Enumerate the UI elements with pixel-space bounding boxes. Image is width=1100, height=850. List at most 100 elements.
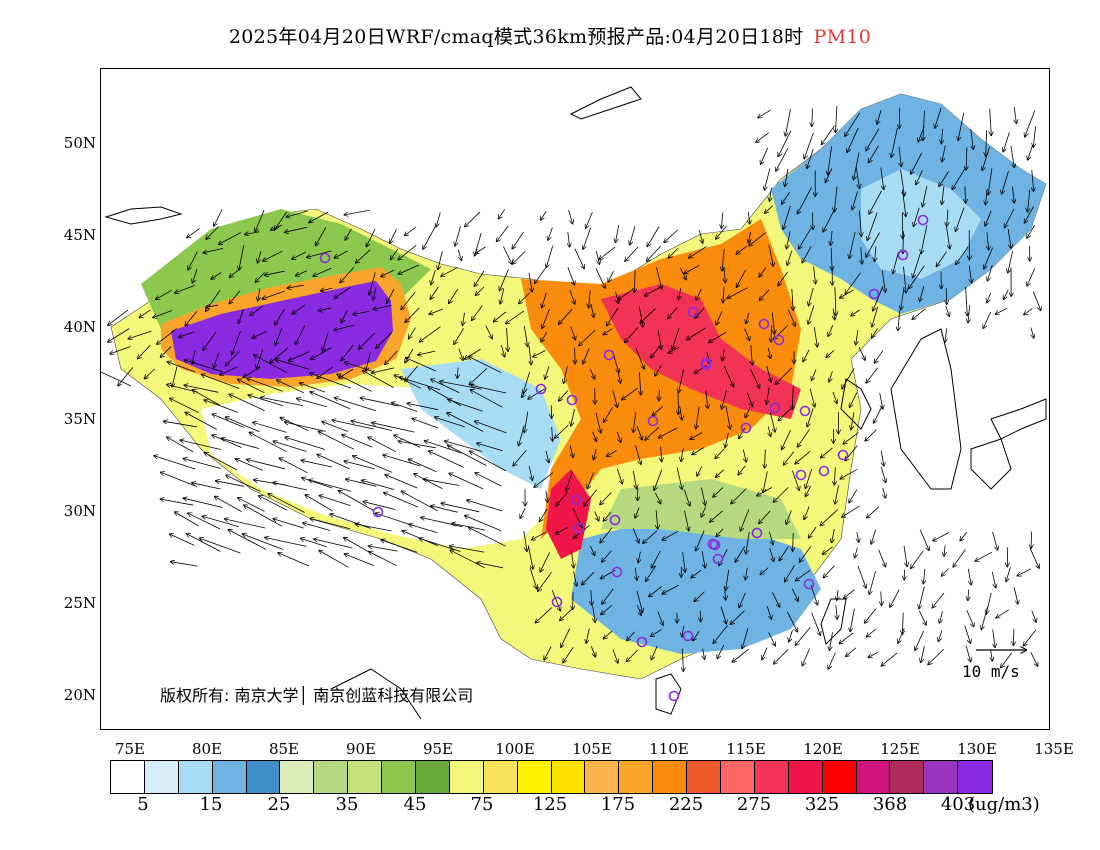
city-marker xyxy=(573,522,585,534)
wind-arrow xyxy=(757,487,773,495)
wind-arrow xyxy=(662,530,678,540)
city-marker xyxy=(917,214,929,226)
wind-arrow xyxy=(831,247,832,270)
wind-arrow xyxy=(556,491,568,506)
wind-arrow xyxy=(792,386,793,410)
wind-arrow xyxy=(532,531,548,540)
wind-arrow xyxy=(465,211,481,227)
wind-arrow xyxy=(500,288,505,304)
wind-arrow xyxy=(412,419,439,429)
wind-arrow xyxy=(108,328,130,342)
wind-arrow xyxy=(791,588,798,601)
wind-arrow xyxy=(344,209,370,215)
wind-arrow xyxy=(153,310,173,318)
wind-arrow xyxy=(854,152,860,179)
wind-arrow xyxy=(420,326,441,342)
wind-arrow xyxy=(850,608,855,632)
wind-arrow xyxy=(716,225,727,239)
wind-arrow xyxy=(344,461,375,470)
wind-arrow xyxy=(1030,652,1038,666)
wind-arrow xyxy=(786,510,792,524)
wind-arrow xyxy=(187,228,200,237)
wind-arrow xyxy=(184,360,223,373)
wind-arrow xyxy=(593,605,595,623)
city-marker xyxy=(609,514,621,526)
wind-arrow xyxy=(627,631,635,641)
wind-arrow xyxy=(956,246,969,264)
wind-arrow xyxy=(353,310,370,314)
wind-arrow xyxy=(844,589,855,599)
wind-arrow xyxy=(405,365,419,381)
wind-reference-label: 10 m/s xyxy=(962,662,1020,681)
lon-label: 85E xyxy=(268,740,300,758)
wind-arrow xyxy=(247,378,283,392)
wind-arrow xyxy=(185,412,217,430)
wind-arrow xyxy=(805,469,812,488)
legend-swatch xyxy=(382,761,417,793)
legend-swatch xyxy=(212,761,247,793)
wind-arrow xyxy=(471,385,507,394)
wind-arrow xyxy=(1010,145,1014,168)
legend-swatch xyxy=(856,761,891,793)
wind-arrow xyxy=(865,608,877,623)
lat-label: 35N xyxy=(63,410,96,428)
wind-arrow xyxy=(681,448,683,461)
wind-arrow xyxy=(850,392,858,408)
wind-arrow xyxy=(1017,568,1031,576)
wind-arrow xyxy=(599,246,616,259)
wind-arrow xyxy=(692,447,705,455)
wind-arrow xyxy=(594,449,597,460)
wind-arrow xyxy=(968,589,969,600)
lon-label: 120E xyxy=(803,740,843,758)
wind-arrow xyxy=(986,130,987,156)
city-marker xyxy=(712,553,724,565)
wind-arrow xyxy=(467,500,503,512)
wind-arrow xyxy=(546,450,549,463)
wind-arrow xyxy=(634,269,635,293)
wind-arrow xyxy=(869,145,879,163)
wind-arrow xyxy=(986,188,988,205)
wind-arrow xyxy=(902,189,906,216)
wind-arrow xyxy=(383,455,421,467)
wind-arrow xyxy=(745,567,747,580)
wind-arrow xyxy=(656,510,658,529)
wind-arrow xyxy=(655,492,660,504)
wind-arrow xyxy=(916,170,923,185)
wind-arrow xyxy=(744,328,750,341)
wind-arrow xyxy=(656,267,662,289)
lon-label: 75E xyxy=(114,740,146,758)
wind-arrow xyxy=(590,369,594,379)
wind-arrow xyxy=(186,534,221,552)
wind-arrow xyxy=(161,472,198,488)
wind-arrow xyxy=(385,475,418,489)
wind-arrow xyxy=(512,251,526,264)
wind-arrow xyxy=(570,326,576,339)
wind-arrow xyxy=(900,169,905,195)
wind-arrow xyxy=(258,288,260,301)
wind-arrow xyxy=(601,605,613,614)
wind-arrow xyxy=(302,478,333,489)
wind-arrow xyxy=(157,328,177,345)
wind-arrow xyxy=(419,538,461,552)
wind-arrow xyxy=(984,247,993,269)
wind-arrow xyxy=(455,226,461,245)
wind-arrow xyxy=(204,400,239,413)
wind-arrow xyxy=(859,210,861,237)
wind-arrow xyxy=(682,625,684,637)
wind-arrow xyxy=(795,627,811,645)
wind-arrow xyxy=(319,432,355,450)
wind-arrow xyxy=(603,328,613,335)
city-marker xyxy=(535,383,547,395)
wind-arrow xyxy=(992,531,998,550)
wind-arrow xyxy=(101,371,131,387)
wind-arrow xyxy=(760,289,770,301)
wind-arrow xyxy=(911,550,924,569)
wind-arrow xyxy=(310,519,351,530)
wind-arrow xyxy=(804,506,810,519)
wind-arrow xyxy=(376,332,393,348)
wind-arrow xyxy=(409,327,416,339)
wind-arrow xyxy=(430,286,439,299)
wind-arrow xyxy=(435,417,465,428)
wind-arrow xyxy=(940,611,943,623)
legend-swatch xyxy=(788,761,823,793)
